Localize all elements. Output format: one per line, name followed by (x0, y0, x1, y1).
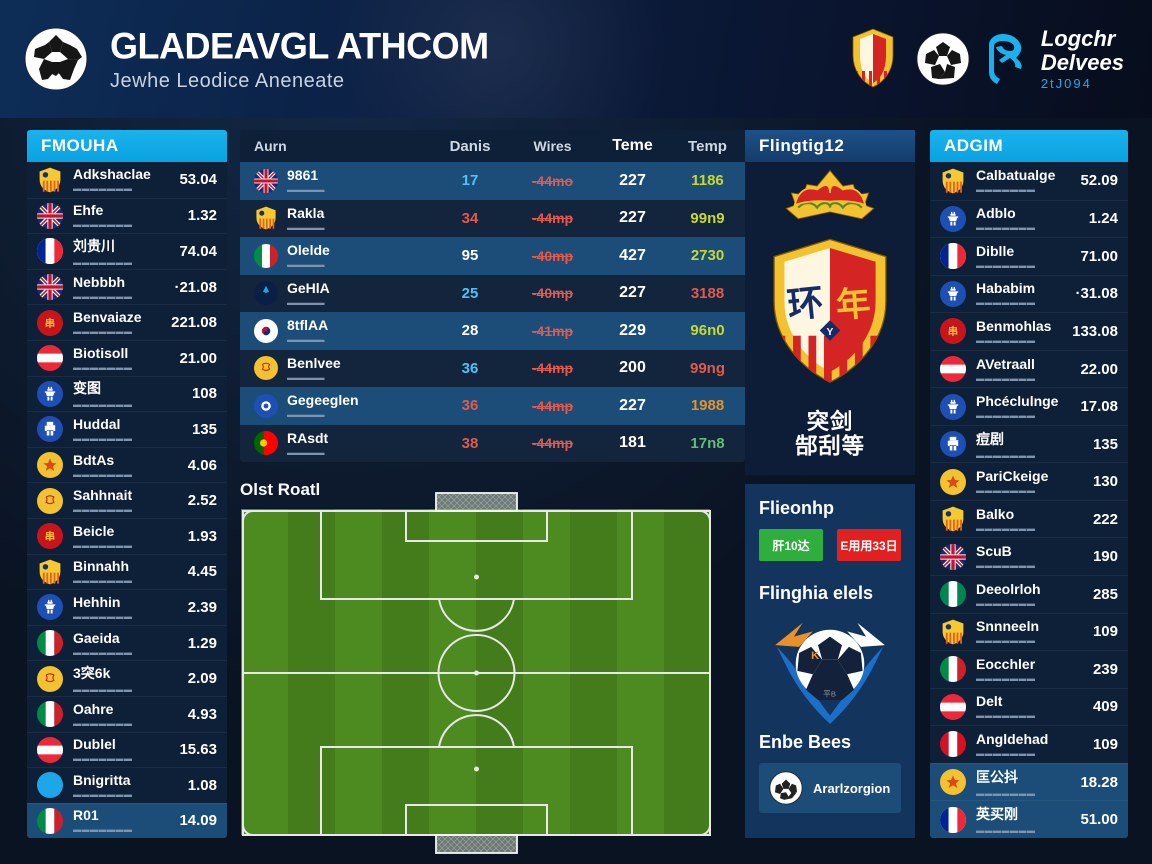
svg-text:Y: Y (827, 327, 834, 338)
svg-text:环: 环 (785, 281, 825, 326)
svg-text:串: 串 (45, 317, 55, 330)
svg-text:K: K (811, 650, 819, 662)
svg-text:串: 串 (45, 530, 55, 543)
svg-text:串: 串 (948, 325, 958, 338)
svg-text:平B: 平B (823, 690, 836, 699)
svg-text:年: 年 (835, 285, 872, 325)
